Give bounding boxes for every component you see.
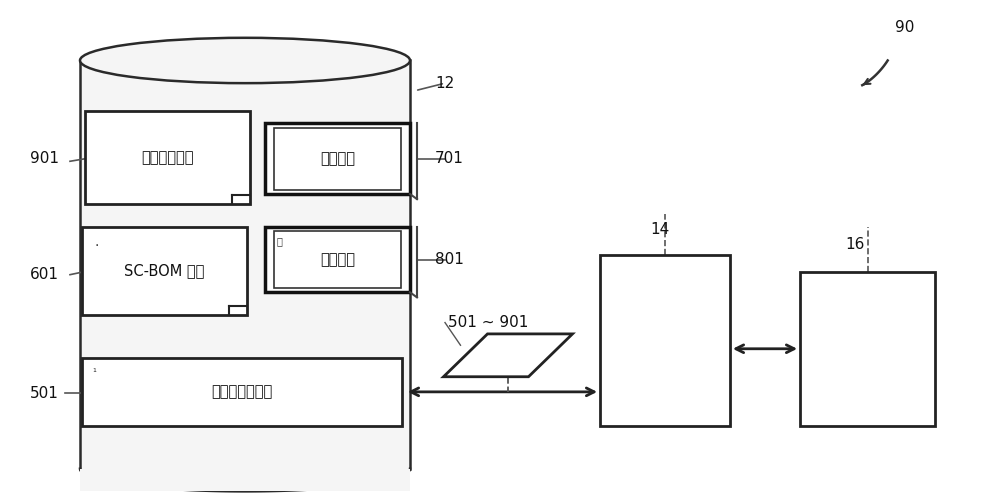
- Text: 供应链管理程序: 供应链管理程序: [211, 385, 273, 399]
- Text: 采购信息: 采购信息: [320, 151, 355, 166]
- Bar: [265, 123, 410, 194]
- Polygon shape: [80, 60, 410, 469]
- Text: SC-BOM 信息: SC-BOM 信息: [124, 264, 205, 278]
- Text: 回溯信息: 回溯信息: [320, 252, 355, 267]
- Text: ·: ·: [94, 239, 98, 254]
- Polygon shape: [444, 334, 572, 377]
- Text: ト: ト: [277, 236, 283, 246]
- Text: 501 ~ 901: 501 ~ 901: [448, 315, 528, 330]
- Bar: [85, 111, 250, 204]
- Ellipse shape: [80, 38, 410, 83]
- Text: 16: 16: [845, 237, 864, 252]
- Text: ¹: ¹: [92, 368, 96, 378]
- Bar: [800, 272, 935, 426]
- Bar: [265, 227, 410, 292]
- Text: 601: 601: [30, 267, 59, 282]
- Text: 90: 90: [895, 20, 914, 35]
- Text: 12: 12: [435, 76, 454, 91]
- Bar: [82, 227, 247, 315]
- Polygon shape: [80, 469, 410, 491]
- Bar: [274, 128, 401, 190]
- Text: 801: 801: [435, 252, 464, 267]
- Text: 701: 701: [435, 151, 464, 166]
- Bar: [82, 358, 402, 426]
- Bar: [274, 231, 401, 288]
- Text: 品类管理信息: 品类管理信息: [141, 150, 194, 165]
- Bar: [600, 255, 730, 426]
- Text: 501: 501: [30, 386, 59, 401]
- Text: 901: 901: [30, 151, 59, 166]
- Text: 14: 14: [650, 222, 669, 237]
